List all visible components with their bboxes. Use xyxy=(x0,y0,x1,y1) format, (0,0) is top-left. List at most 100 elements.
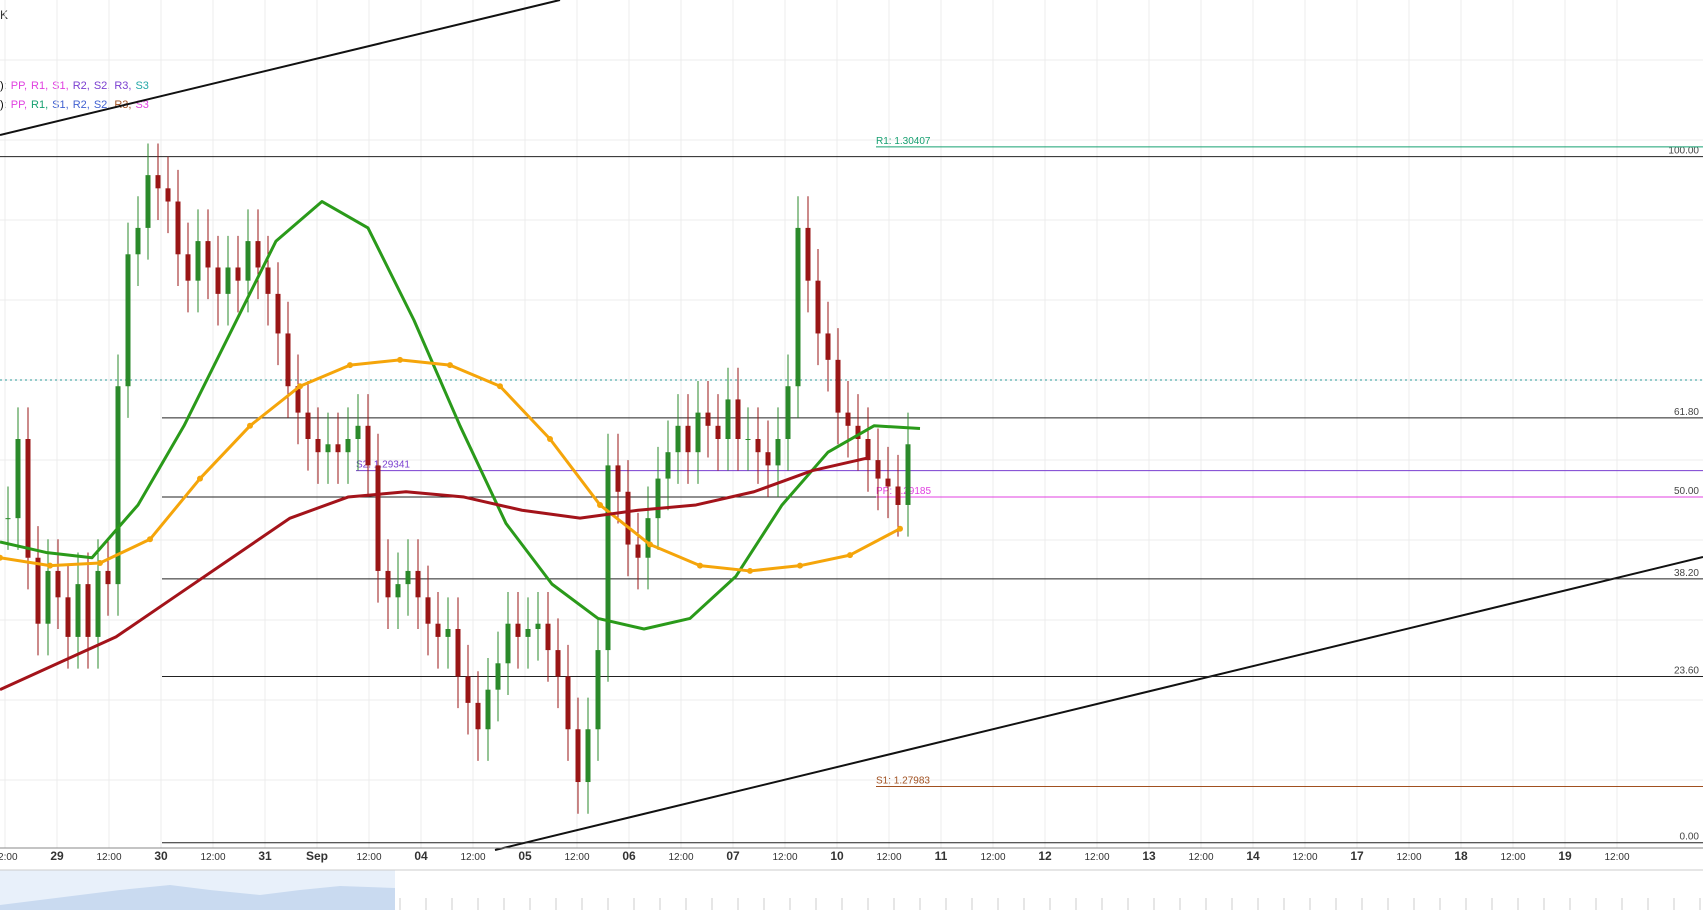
x-tick-label: 12:00 xyxy=(1604,852,1629,863)
candle-body xyxy=(155,175,161,189)
legend-item-s3: S3 xyxy=(135,80,149,92)
candle-body xyxy=(705,412,711,426)
candle-body xyxy=(255,241,261,268)
candle-body xyxy=(605,465,611,651)
candle-body xyxy=(195,241,201,281)
pivot-label: S2: 1.29341 xyxy=(356,460,410,471)
x-tick-label: 12:00 xyxy=(1188,852,1213,863)
candle-body xyxy=(535,623,541,629)
candle-body xyxy=(65,597,71,637)
x-tick-label: 12:00 xyxy=(1396,852,1421,863)
x-tick-label: 12:00 xyxy=(876,852,901,863)
candle-body xyxy=(15,439,21,519)
candle-body xyxy=(565,676,571,730)
candle-body xyxy=(295,386,301,413)
x-tick-label: 06 xyxy=(622,849,636,863)
candle-body xyxy=(695,412,701,453)
fib-label: 100.00 xyxy=(1668,146,1699,157)
candle-body xyxy=(595,650,601,730)
candle-body xyxy=(185,254,191,281)
candle-body xyxy=(715,425,721,439)
fib-label: 50.00 xyxy=(1674,486,1699,497)
candle-body xyxy=(495,663,501,690)
candle-body xyxy=(895,486,901,505)
legend-item-r2: R2, xyxy=(72,80,90,92)
candle-body xyxy=(265,267,271,294)
candle-body xyxy=(365,425,371,466)
candle-body xyxy=(85,584,91,637)
candle-body xyxy=(25,439,31,558)
candle-body xyxy=(505,623,511,664)
legend-item-s2: S2, xyxy=(93,80,111,92)
candle-body xyxy=(395,584,401,598)
candle-body xyxy=(225,267,231,294)
x-tick-label: 05 xyxy=(518,849,532,863)
sma-fast-line xyxy=(0,200,921,631)
sma-mid-point xyxy=(747,567,753,574)
x-tick-label: 30 xyxy=(154,849,168,863)
candle-body xyxy=(285,333,291,387)
x-tick-label: 12:00 xyxy=(1500,852,1525,863)
candle-body xyxy=(525,628,531,637)
sma-mid-point xyxy=(497,383,503,390)
legend-item-pp: PP, xyxy=(10,80,28,92)
fib-label: 61.80 xyxy=(1674,407,1699,418)
candle-body xyxy=(855,425,861,439)
candle-body xyxy=(815,280,821,334)
candle-body xyxy=(645,518,651,558)
x-tick-label: 12:00 xyxy=(356,852,381,863)
candle-body xyxy=(315,439,321,453)
legend-item-r1: R1, xyxy=(31,99,49,111)
candle-body xyxy=(785,386,791,439)
pivot-label: S1: 1.27983 xyxy=(876,776,930,787)
candle-body xyxy=(345,439,351,453)
legend-item-s2: S2, xyxy=(93,99,111,111)
candle-body xyxy=(385,570,391,598)
legend-prefix: ): xyxy=(0,80,7,92)
candle-body xyxy=(5,518,11,520)
candle-body xyxy=(625,491,631,545)
candle-body xyxy=(405,570,411,585)
candle-body xyxy=(485,689,491,730)
candle-body xyxy=(775,439,781,466)
candle-body xyxy=(515,623,521,637)
x-tick-label: 31 xyxy=(258,849,272,863)
navigator-area xyxy=(0,885,395,910)
candle-body xyxy=(235,267,241,281)
x-tick-label: 14 xyxy=(1246,849,1260,863)
x-tick-label: 12:00 xyxy=(980,852,1005,863)
legend-item-r3: R3, xyxy=(114,80,132,92)
x-tick-label: 07 xyxy=(726,849,740,863)
x-tick-label: 04 xyxy=(414,849,428,863)
x-tick-label: 12:00 xyxy=(96,852,121,863)
candle-body xyxy=(665,452,671,479)
x-tick-label: 12:00 xyxy=(200,852,225,863)
sma-mid-point xyxy=(97,560,103,567)
x-tick-label: 19 xyxy=(1558,849,1572,863)
candle-body xyxy=(175,201,181,255)
x-tick-label: 12:00 xyxy=(0,852,18,863)
candle-body xyxy=(435,623,441,637)
pivot-legend-row-1: ): PP, R1, S1, R2, S2, R3, S3 xyxy=(0,80,153,92)
candle-body xyxy=(465,676,471,703)
candle-body xyxy=(125,254,131,387)
sma-mid-point xyxy=(247,422,253,429)
candle-body xyxy=(545,623,551,651)
sma-mid-line xyxy=(0,358,901,573)
x-tick-label: 12:00 xyxy=(1292,852,1317,863)
sma-mid-point xyxy=(197,475,203,482)
candle-body xyxy=(425,597,431,624)
sma-mid-point xyxy=(547,436,553,442)
candle-body xyxy=(835,359,841,413)
pivot-legend-row-2: ):PP,R1,S1,R2,S2,R3,S3 xyxy=(0,99,153,111)
x-tick-label: 12 xyxy=(1038,849,1052,863)
pivot-label: R1: 1.30407 xyxy=(876,136,931,147)
candle-body xyxy=(635,544,641,558)
candle-body xyxy=(445,628,451,637)
sma-mid-point xyxy=(297,383,303,390)
sma-mid-point xyxy=(447,362,453,369)
fib-label: 38.20 xyxy=(1674,568,1699,579)
candle-body xyxy=(325,444,331,453)
